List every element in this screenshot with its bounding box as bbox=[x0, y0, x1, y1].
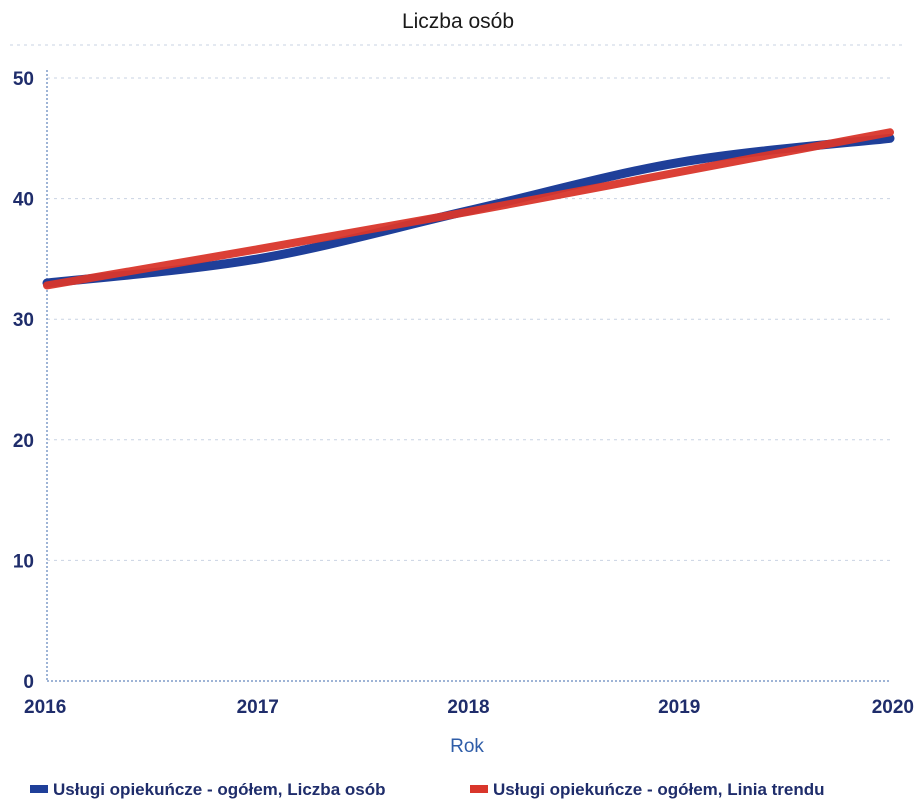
x-axis-label: Rok bbox=[450, 736, 484, 757]
legend-swatch-1 bbox=[470, 785, 488, 793]
legend: Usługi opiekuńcze - ogółem, Liczba osób U… bbox=[30, 780, 825, 799]
y-tick-labels: 0 10 20 30 40 50 bbox=[13, 69, 34, 693]
x-tick-label-0: 2016 bbox=[24, 697, 66, 718]
grid-lines bbox=[47, 77, 890, 561]
y-tick-label-4: 40 bbox=[13, 190, 34, 211]
legend-swatch-0 bbox=[30, 785, 48, 793]
x-tick-label-4: 2020 bbox=[872, 697, 914, 718]
y-tick-label-1: 10 bbox=[13, 551, 34, 572]
x-tick-label-2: 2018 bbox=[447, 697, 489, 718]
legend-label-0: Usługi opiekuńcze - ogółem, Liczba osób bbox=[53, 780, 385, 799]
y-tick-label-3: 30 bbox=[13, 310, 34, 331]
legend-label-1: Usługi opiekuńcze - ogółem, Linia trendu bbox=[493, 780, 825, 799]
x-tick-label-1: 2017 bbox=[237, 697, 279, 718]
y-tick-label-0: 0 bbox=[23, 672, 34, 693]
x-tick-labels: 2016 2017 2018 2019 2020 bbox=[24, 697, 914, 718]
axes bbox=[46, 70, 890, 682]
chart-title: Liczba osób bbox=[402, 10, 514, 33]
x-tick-label-3: 2019 bbox=[658, 697, 700, 718]
y-tick-label-2: 20 bbox=[13, 431, 34, 452]
series-lines bbox=[42, 128, 895, 290]
y-tick-label-5: 50 bbox=[13, 69, 34, 90]
series-line-1 bbox=[43, 128, 894, 290]
